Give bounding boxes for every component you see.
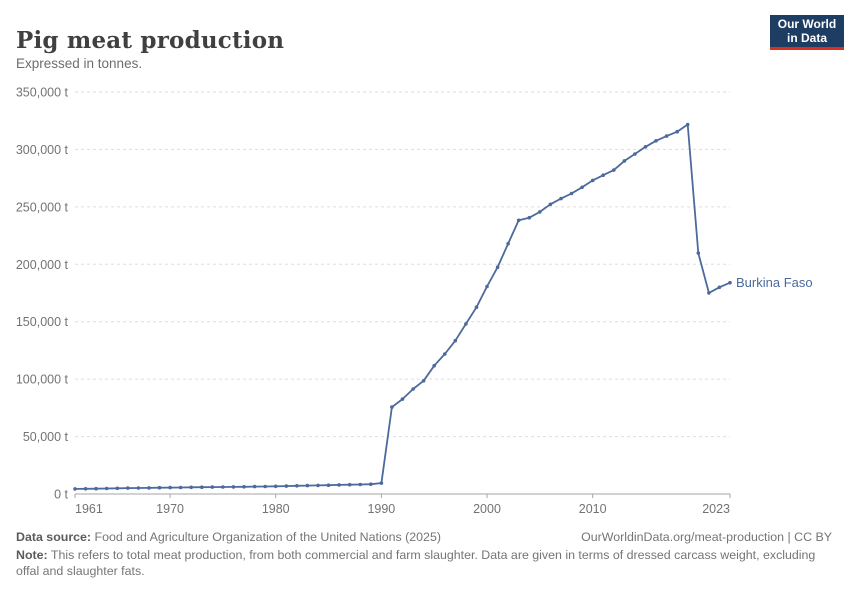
data-point[interactable] — [506, 241, 510, 246]
page-subtitle: Expressed in tonnes. — [16, 56, 143, 71]
data-point[interactable] — [432, 363, 437, 368]
data-point[interactable] — [295, 484, 299, 488]
data-point[interactable] — [675, 129, 679, 134]
x-tick-label: 1980 — [262, 502, 290, 516]
owid-logo-line1: Our World — [777, 16, 837, 31]
data-source-text: Food and Agriculture Organization of the… — [91, 530, 441, 544]
x-tick-label: 1961 — [75, 502, 103, 516]
data-point[interactable] — [612, 168, 616, 172]
note-text: This refers to total meat production, fr… — [16, 548, 816, 578]
data-point[interactable] — [664, 134, 669, 138]
data-point[interactable] — [231, 485, 236, 489]
data-point[interactable] — [221, 485, 225, 489]
data-point[interactable] — [717, 285, 722, 290]
data-point[interactable] — [464, 322, 468, 326]
data-point[interactable] — [390, 405, 394, 409]
data-point[interactable] — [569, 191, 574, 196]
data-point[interactable] — [654, 139, 658, 143]
data-point[interactable] — [548, 202, 553, 207]
data-point[interactable] — [200, 485, 204, 490]
data-point[interactable] — [622, 159, 627, 163]
data-source: Data source: Food and Agriculture Organi… — [16, 530, 441, 544]
data-point[interactable] — [210, 485, 215, 489]
note-label: Note: — [16, 548, 48, 562]
data-point[interactable] — [474, 305, 479, 310]
y-tick-label: 350,000 t — [16, 86, 69, 100]
data-point[interactable] — [590, 178, 595, 183]
data-source-label: Data source: — [16, 530, 92, 544]
data-point[interactable] — [411, 387, 415, 391]
gridlines — [75, 91, 730, 495]
data-point[interactable] — [337, 483, 341, 487]
data-point[interactable] — [305, 483, 310, 488]
y-tick-label: 300,000 t — [16, 143, 69, 157]
data-point[interactable] — [94, 486, 98, 491]
data-point[interactable] — [104, 486, 109, 491]
y-tick-label: 250,000 t — [16, 200, 69, 214]
y-tick-label: 200,000 t — [16, 258, 69, 272]
chart-note: Note: This refers to total meat producti… — [16, 547, 816, 579]
data-point[interactable] — [369, 482, 373, 487]
data-point[interactable] — [633, 152, 637, 156]
data-point[interactable] — [168, 485, 172, 490]
series-group — [73, 122, 732, 491]
data-point[interactable] — [136, 486, 141, 490]
data-point[interactable] — [126, 486, 130, 490]
data-point[interactable] — [157, 485, 162, 490]
data-point[interactable] — [485, 284, 489, 289]
data-point[interactable] — [453, 338, 458, 343]
x-axis: 1961 1970 1980 1990 2000 2010 2023 — [74, 494, 731, 516]
data-point[interactable] — [495, 265, 500, 270]
data-point[interactable] — [147, 486, 151, 490]
x-tick-label: 2023 — [702, 502, 730, 516]
data-point[interactable] — [178, 485, 183, 490]
data-point[interactable] — [326, 483, 331, 488]
owid-url-link[interactable]: OurWorldinData.org/meat-production | CC … — [581, 530, 832, 544]
page-title: Pig meat production — [16, 27, 285, 55]
data-point[interactable] — [516, 218, 521, 223]
data-point[interactable] — [685, 122, 690, 127]
data-point[interactable] — [601, 173, 605, 177]
data-point[interactable] — [316, 483, 320, 488]
data-point[interactable] — [580, 185, 584, 190]
data-point[interactable] — [242, 485, 246, 489]
data-point[interactable] — [443, 352, 447, 356]
x-tick-label: 2010 — [579, 502, 607, 516]
x-tick-label: 1970 — [156, 502, 184, 516]
chart-footer: Data source: Food and Agriculture Organi… — [16, 530, 832, 579]
x-tick-label: 2000 — [473, 502, 501, 516]
data-point[interactable] — [273, 484, 278, 489]
y-tick-label: 150,000 t — [16, 315, 69, 329]
data-point[interactable] — [73, 487, 77, 491]
owid-logo-line2: in Data — [786, 31, 827, 45]
data-point[interactable] — [527, 215, 532, 220]
data-point[interactable] — [115, 486, 120, 491]
data-point[interactable] — [83, 487, 88, 491]
data-point[interactable] — [189, 485, 193, 490]
owid-logo[interactable]: Our World in Data — [770, 15, 844, 50]
data-point[interactable] — [252, 484, 257, 489]
entity-label[interactable]: Burkina Faso — [736, 275, 813, 290]
x-tick-label: 1990 — [367, 502, 395, 516]
data-point[interactable] — [696, 251, 701, 255]
data-point[interactable] — [421, 379, 426, 383]
y-tick-label: 0 t — [54, 488, 68, 502]
series-line[interactable] — [74, 123, 731, 490]
data-point[interactable] — [728, 280, 732, 285]
y-tick-label: 50,000 t — [23, 430, 69, 444]
data-point[interactable] — [263, 484, 268, 489]
data-point[interactable] — [358, 482, 363, 487]
data-point[interactable] — [347, 482, 352, 487]
data-point[interactable] — [400, 397, 405, 401]
data-point[interactable] — [538, 210, 542, 214]
data-point[interactable] — [559, 196, 563, 201]
data-point[interactable] — [379, 481, 384, 485]
data-point[interactable] — [284, 484, 289, 488]
y-tick-label: 100,000 t — [16, 373, 69, 387]
data-point[interactable] — [643, 145, 648, 149]
data-point[interactable] — [707, 291, 711, 295]
y-axis-labels: 0 t 50,000 t 100,000 t 150,000 t 200,000 t 25… — [16, 86, 69, 502]
